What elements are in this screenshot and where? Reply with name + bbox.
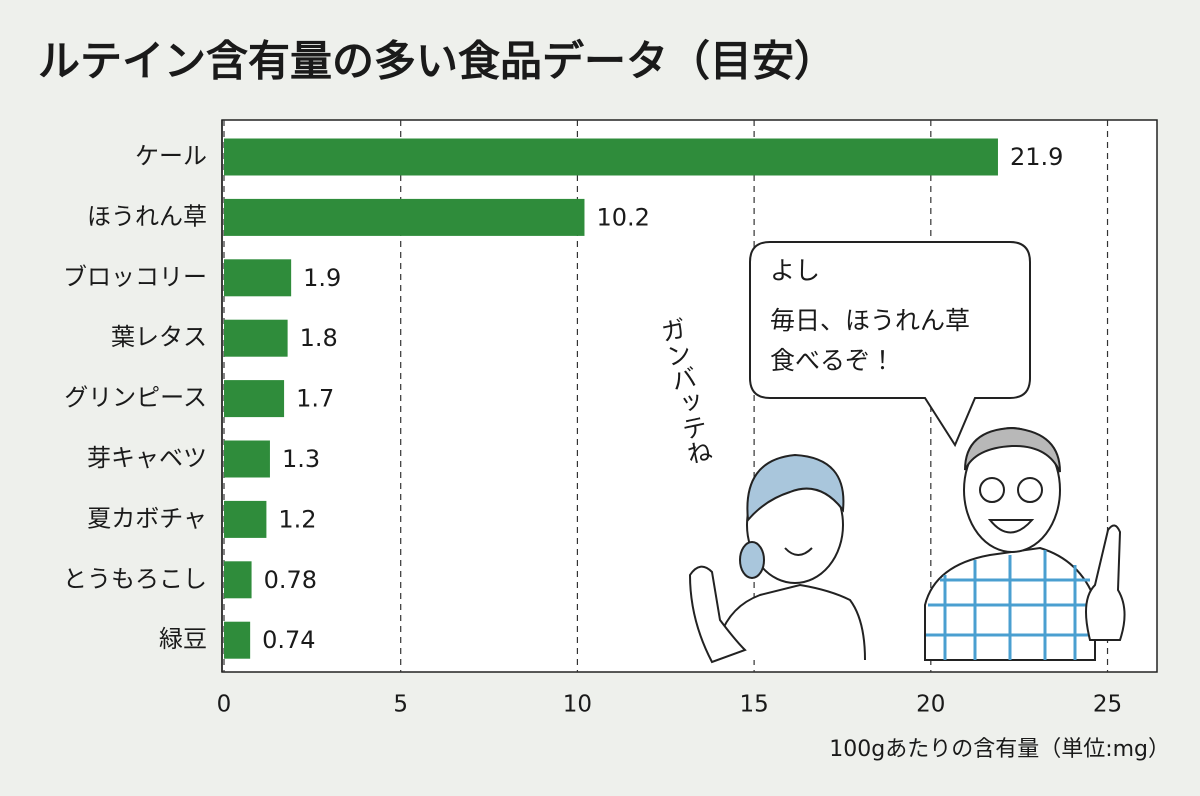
y-tick-label: グリンピース xyxy=(64,384,207,412)
woman-hair xyxy=(746,453,845,523)
bar xyxy=(224,380,285,418)
y-tick-label: 夏カボチャ xyxy=(87,504,207,532)
value-label: 1.8 xyxy=(300,324,338,352)
bars: 21.9 10.2 1.9 1.8 1.7 1.3 1.2 0.78 0.74 xyxy=(224,138,1063,659)
value-label: 1.2 xyxy=(278,505,316,533)
axis: 0 5 10 15 20 25 ケールほうれん草ブロッコリー葉レタスグリンピース芽キャベツ夏… xyxy=(63,120,1122,718)
man-glasses xyxy=(979,477,1005,503)
bar xyxy=(224,440,270,478)
woman-hand xyxy=(688,565,747,664)
x-tick-label: 15 xyxy=(739,692,768,718)
speech-bubble xyxy=(749,241,1031,448)
man-mouth xyxy=(987,519,1035,534)
y-tick-label: ほうれん草 xyxy=(87,202,207,230)
x-tick-label: 5 xyxy=(393,692,408,718)
value-label: 10.2 xyxy=(596,203,649,231)
annotation: よし xyxy=(770,256,820,285)
man-shirt-pattern xyxy=(926,550,1095,660)
chart-title: ルテイン含有量の多い食品データ（目安） xyxy=(38,37,836,86)
annotation: 食べるぞ！ xyxy=(770,346,895,375)
value-label: 1.9 xyxy=(303,264,341,292)
annotation: 毎日、ほうれん草 xyxy=(770,306,970,335)
value-label: 21.9 xyxy=(1010,143,1063,171)
bar xyxy=(224,561,252,599)
x-axis-label: 100gあたりの含有量（単位:mg） xyxy=(829,737,1170,762)
illustration xyxy=(688,241,1126,664)
value-label: 0.74 xyxy=(262,626,315,654)
woman-mouth xyxy=(784,547,813,556)
y-tick-label: とうもろこし xyxy=(63,565,207,593)
x-tick-label: 25 xyxy=(1093,692,1122,718)
value-label: 0.78 xyxy=(264,566,317,594)
x-tick-label: 0 xyxy=(217,692,232,718)
x-tick-label: 20 xyxy=(916,692,945,718)
bar xyxy=(224,500,267,538)
man-hair xyxy=(964,426,1061,473)
bar xyxy=(224,319,288,357)
bar xyxy=(224,259,292,297)
man-hand xyxy=(1085,524,1126,641)
y-tick-label: 緑豆 xyxy=(159,625,207,653)
bar xyxy=(224,198,585,236)
woman-body xyxy=(714,583,866,661)
y-tick-label: ブロッコリー xyxy=(63,263,207,291)
woman-bun xyxy=(739,541,765,579)
y-tick-label: 葉レタス xyxy=(111,323,207,351)
x-tick-label: 10 xyxy=(563,692,592,718)
value-label: 1.3 xyxy=(282,445,320,473)
y-tick-label: 芽キャベツ xyxy=(87,444,207,472)
value-label: 1.7 xyxy=(296,385,334,413)
y-tick-label: ケール xyxy=(135,142,207,170)
bar xyxy=(224,138,998,176)
bar xyxy=(224,621,251,659)
man-glasses xyxy=(1017,477,1043,503)
